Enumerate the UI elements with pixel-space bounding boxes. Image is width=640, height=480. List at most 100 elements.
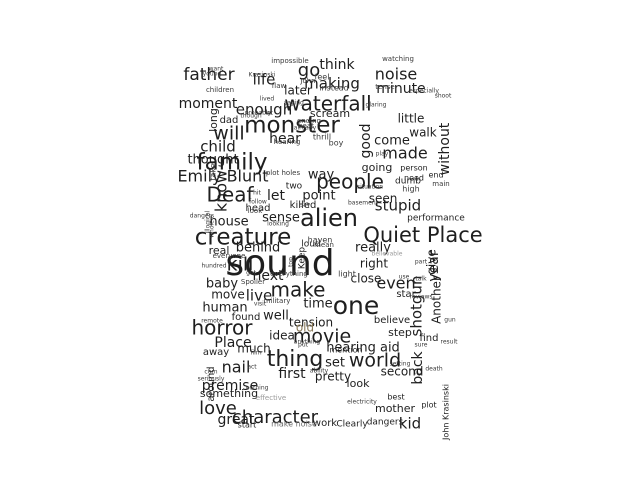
- word-thought: thought: [187, 153, 238, 168]
- word-thing: thing: [267, 347, 324, 372]
- word-nail: nail: [222, 358, 251, 377]
- word-later: later: [284, 84, 312, 98]
- word-house: house: [209, 215, 248, 230]
- word-basement: basement: [348, 200, 379, 207]
- word-corn: corn: [204, 369, 217, 376]
- word-old: old: [296, 321, 314, 335]
- word-head: head: [246, 203, 271, 214]
- word-another: Another: [430, 276, 444, 324]
- word-next: next: [252, 268, 284, 284]
- word-baby: baby: [206, 277, 238, 292]
- word-hear: hear: [269, 131, 301, 147]
- word-way: way: [308, 168, 335, 183]
- word-behind: behind: [236, 241, 281, 256]
- word-found: found: [232, 312, 261, 323]
- word-film: film: [250, 350, 261, 357]
- word-performance: performance: [407, 214, 465, 224]
- word-kid: kid: [399, 415, 421, 433]
- word-put: put: [298, 342, 309, 349]
- word-mother: mother: [375, 402, 415, 415]
- word-situation: situation: [357, 184, 383, 191]
- word-result: result: [441, 339, 459, 346]
- word-beat: beat: [298, 122, 314, 130]
- word-use: use: [399, 274, 410, 281]
- word-shotgun: shotgun: [408, 276, 426, 337]
- word-work: work: [313, 418, 337, 429]
- word-give: give: [425, 249, 439, 274]
- word-step: step: [388, 326, 412, 339]
- word-tense: tense: [375, 83, 394, 91]
- word-main: main: [432, 180, 450, 188]
- word-child: child: [200, 138, 236, 156]
- word-sense: sense: [262, 211, 300, 226]
- word-top: top: [288, 257, 295, 267]
- word-flaw: flaw: [272, 82, 287, 90]
- word-human: human: [202, 301, 247, 316]
- word-people: people: [316, 170, 384, 194]
- word-father: father: [183, 65, 234, 85]
- word-make: make: [271, 278, 326, 302]
- word-first: first: [278, 366, 306, 382]
- word-end: end: [428, 171, 443, 180]
- word-really: really: [355, 241, 391, 256]
- word-mention: mention: [329, 346, 362, 355]
- word-emily-blunt: Emily Blunt: [177, 167, 268, 186]
- word-everyone: everyone: [213, 252, 246, 260]
- word-loud: loud: [301, 240, 320, 250]
- word-deaf: Deaf: [206, 183, 254, 207]
- word-young: young: [203, 71, 222, 78]
- word-believable: believable: [372, 251, 403, 258]
- word-best: best: [387, 393, 404, 402]
- word-john: John: [299, 77, 315, 85]
- word-want: want: [209, 66, 224, 73]
- word-looking: looking: [267, 221, 289, 228]
- word-real: real: [209, 244, 230, 257]
- word-plot-holes: plot holes: [266, 169, 301, 177]
- word-saying: saying: [284, 100, 304, 107]
- word-well: well: [263, 309, 289, 324]
- word-boy: boy: [329, 139, 344, 148]
- word-hundred: hundred: [201, 263, 226, 270]
- word-probably: probably: [245, 110, 272, 117]
- word-good: good: [358, 124, 374, 159]
- word-scream: scream: [310, 107, 350, 120]
- word-even: even: [376, 274, 415, 293]
- word-long: long: [207, 108, 220, 132]
- word-hearing-aid: hearing aid: [326, 341, 400, 356]
- word-let: let: [267, 188, 286, 204]
- word-light: light: [338, 270, 356, 279]
- word-death: death: [425, 366, 443, 373]
- word-life: life: [253, 71, 276, 89]
- word-think: think: [319, 57, 355, 73]
- word-second: second: [381, 365, 424, 379]
- word-part: part: [415, 259, 428, 266]
- word-hearing: hearing: [274, 138, 301, 146]
- word-gun: gun: [444, 317, 456, 324]
- word-star: star: [396, 289, 416, 300]
- word-lot: lot: [265, 110, 273, 117]
- word-world: world: [349, 350, 401, 372]
- word-stupid: stupid: [375, 197, 421, 215]
- word-noise: noise: [375, 65, 418, 84]
- word-little: little: [398, 112, 425, 126]
- word-krasinski: Krasinski: [249, 72, 276, 79]
- word-lived: lived: [260, 96, 275, 103]
- word-away: away: [203, 347, 229, 358]
- word-quiet-place: Quiet Place: [363, 223, 482, 247]
- word-place: Place: [214, 335, 251, 351]
- word-military: military: [264, 297, 291, 305]
- word-look: look: [347, 377, 371, 390]
- word-going: going: [362, 161, 393, 174]
- word-alien: alien: [300, 204, 358, 232]
- word-pretty: pretty: [315, 370, 351, 384]
- word-find: find: [420, 333, 439, 344]
- word-set: set: [325, 356, 345, 371]
- word-impossible: impossible: [271, 57, 308, 65]
- word-reviews: reviews: [410, 294, 433, 301]
- word-act: act: [247, 364, 257, 371]
- word-without: without: [437, 122, 453, 175]
- word-great: great: [217, 412, 255, 428]
- word-look: look: [248, 207, 264, 215]
- word-glaring: glaring: [366, 102, 387, 109]
- word-two: two: [286, 182, 303, 192]
